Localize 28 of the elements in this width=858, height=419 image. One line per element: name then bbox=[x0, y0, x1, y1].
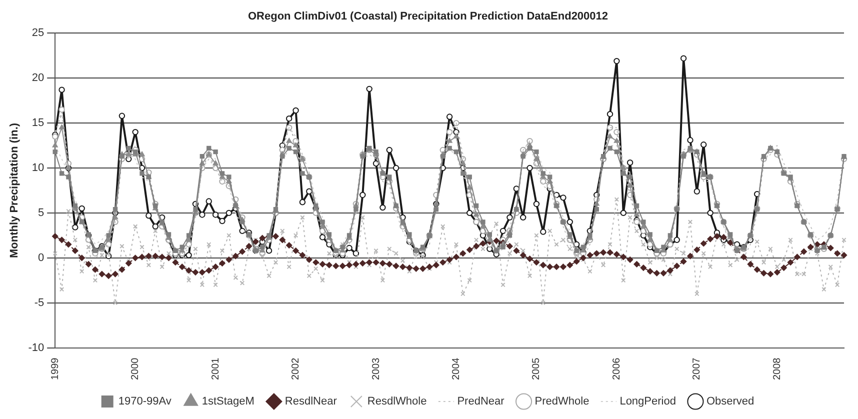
y-tick-label: 20 bbox=[32, 72, 44, 84]
legend-label: 1stStageM bbox=[202, 396, 254, 408]
x-tick-label: 2006 bbox=[611, 357, 622, 380]
legend-label: ResdlNear bbox=[284, 396, 338, 408]
y-tick-label: 15 bbox=[32, 117, 44, 130]
x-tick-label: 1999 bbox=[50, 357, 61, 380]
y-tick-label: -5 bbox=[34, 296, 44, 309]
x-tick-label: 2004 bbox=[450, 357, 462, 380]
legend-label: Observed bbox=[706, 396, 754, 408]
legend-label: LongPeriod bbox=[620, 396, 676, 408]
legend-label: PredWhole bbox=[534, 396, 590, 408]
x-tick-label: 2000 bbox=[130, 357, 142, 380]
x-tick-label: 2005 bbox=[531, 357, 542, 380]
legend-label: ResdlWhole bbox=[367, 396, 427, 408]
y-tick-label: -10 bbox=[28, 342, 44, 354]
chart-title: ORegon ClimDiv01 (Coastal) Precipitation Prediction DataEnd200012 bbox=[248, 10, 608, 23]
y-tick-label: 10 bbox=[32, 162, 44, 174]
x-tick-label: 2001 bbox=[210, 357, 222, 380]
y-axis-title: Monthly Precipitation (in.) bbox=[8, 122, 21, 258]
y-tick-label: 5 bbox=[38, 206, 44, 219]
x-tick-label: 2002 bbox=[290, 357, 302, 380]
x-tick-label: 2008 bbox=[772, 357, 783, 380]
legend-label: 1970-99Av bbox=[118, 396, 172, 408]
legend-label: PredNear bbox=[457, 396, 505, 408]
x-tick-label: 2003 bbox=[370, 357, 382, 380]
x-tick-label: 2007 bbox=[692, 357, 703, 380]
y-tick-label: 0 bbox=[38, 252, 44, 264]
y-tick-label: 25 bbox=[32, 27, 44, 40]
